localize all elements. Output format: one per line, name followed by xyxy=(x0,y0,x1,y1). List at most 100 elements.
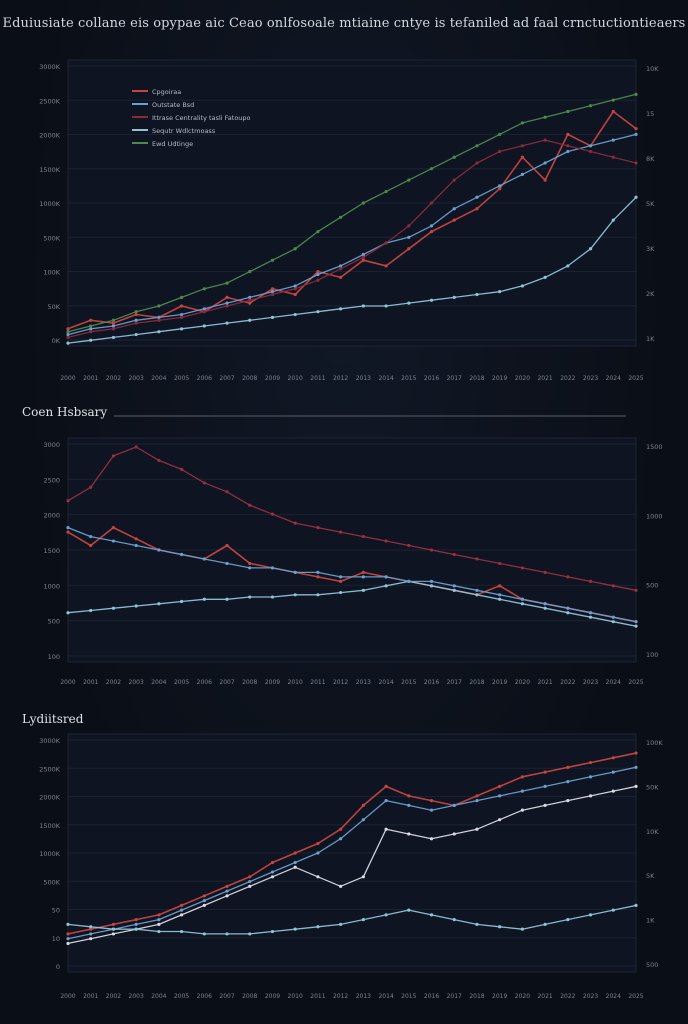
data-point xyxy=(316,875,320,879)
data-point xyxy=(611,109,615,114)
x-tick-label: 2017 xyxy=(447,993,462,1000)
data-point xyxy=(293,247,297,251)
data-point xyxy=(202,310,206,314)
y-tick-left-label: 100 xyxy=(48,653,60,661)
data-point xyxy=(89,925,93,929)
data-point xyxy=(180,552,184,557)
y-tick-left-label: 500 xyxy=(48,618,60,626)
data-point xyxy=(316,851,320,855)
data-point xyxy=(588,611,593,615)
data-point xyxy=(157,548,161,552)
data-point xyxy=(180,929,184,934)
data-point xyxy=(180,295,184,299)
x-tick-label: 2022 xyxy=(560,993,575,1000)
data-point xyxy=(66,937,70,941)
chart-panel-3: 3000K 2500K 2000K 1500K 1000K 500K 50 10 0 100K 50… xyxy=(39,733,663,1000)
x-tick-label: 2011 xyxy=(310,993,325,1000)
data-point xyxy=(316,575,320,579)
x-tick-label: 2021 xyxy=(537,375,552,382)
data-point xyxy=(225,543,229,548)
data-point xyxy=(339,575,343,579)
x-tick-label: 2013 xyxy=(356,375,371,382)
x-tick-label: 2024 xyxy=(606,993,621,1000)
x-tick-label: 2015 xyxy=(401,679,416,686)
data-point xyxy=(498,561,502,566)
data-point xyxy=(566,132,570,136)
data-point xyxy=(89,543,93,548)
y-tick-right-label: 100 xyxy=(646,651,658,659)
data-point xyxy=(634,620,638,624)
data-point xyxy=(611,98,615,102)
data-point xyxy=(520,602,525,606)
data-point xyxy=(361,258,365,262)
data-point xyxy=(202,557,206,561)
data-point xyxy=(475,161,479,165)
data-point xyxy=(66,526,70,530)
y-tick-right-label: 5K xyxy=(646,200,655,208)
data-point xyxy=(407,832,411,836)
x-tick-label: 2023 xyxy=(583,993,598,1000)
data-point xyxy=(316,526,320,530)
data-point xyxy=(475,207,479,211)
data-point xyxy=(157,922,161,927)
data-point xyxy=(543,770,547,774)
x-tick-label: 2009 xyxy=(265,679,280,686)
data-point xyxy=(429,201,434,205)
x-tick-label: 2009 xyxy=(265,375,280,382)
data-point xyxy=(180,315,184,319)
x-tick-label: 2004 xyxy=(151,679,166,686)
data-point xyxy=(498,593,502,597)
data-point xyxy=(248,595,252,599)
data-point xyxy=(270,258,275,262)
data-point xyxy=(111,606,116,610)
data-point xyxy=(316,270,320,274)
data-point xyxy=(429,167,434,171)
data-point xyxy=(611,908,615,912)
data-point xyxy=(429,913,434,917)
data-point xyxy=(588,579,593,583)
legend-label: Cpgoiraa xyxy=(152,88,181,96)
x-tick-label: 2004 xyxy=(151,375,166,382)
data-point xyxy=(225,884,229,888)
data-point xyxy=(543,275,547,279)
x-tick-label: 2018 xyxy=(469,679,484,686)
x-tick-label: 2024 xyxy=(606,679,621,686)
x-tick-label: 2015 xyxy=(401,993,416,1000)
x-tick-label: 2002 xyxy=(106,679,121,686)
data-point xyxy=(339,267,343,271)
data-point xyxy=(66,499,70,503)
series-line-1 xyxy=(67,752,637,935)
data-point xyxy=(157,318,161,322)
data-point xyxy=(111,526,116,530)
y-tick-left-label: 3000K xyxy=(39,737,61,745)
data-point xyxy=(180,312,184,317)
y-tick-left-label: 3000K xyxy=(39,63,61,71)
data-point xyxy=(225,894,229,898)
data-point xyxy=(543,138,547,142)
data-point xyxy=(407,579,411,583)
data-point xyxy=(384,241,388,245)
x-tick-label: 2012 xyxy=(333,679,348,686)
data-point xyxy=(588,794,593,798)
x-tick-label: 2007 xyxy=(219,993,234,1000)
data-point xyxy=(316,230,320,234)
data-point xyxy=(270,875,275,879)
data-point xyxy=(566,264,570,268)
data-point xyxy=(543,178,547,182)
data-point xyxy=(384,575,388,579)
x-tick-label: 2011 xyxy=(310,679,325,686)
data-point xyxy=(634,92,638,96)
data-point xyxy=(134,321,138,325)
data-point xyxy=(498,784,502,788)
x-tick-label: 2012 xyxy=(333,993,348,1000)
series-line-5 xyxy=(67,93,637,333)
data-point xyxy=(384,539,388,543)
data-point xyxy=(225,281,229,285)
data-point xyxy=(429,579,434,583)
data-point xyxy=(89,608,93,613)
series-line-3 xyxy=(67,580,637,627)
data-point xyxy=(66,941,70,946)
series-line-2 xyxy=(67,766,637,940)
data-point xyxy=(248,298,252,302)
